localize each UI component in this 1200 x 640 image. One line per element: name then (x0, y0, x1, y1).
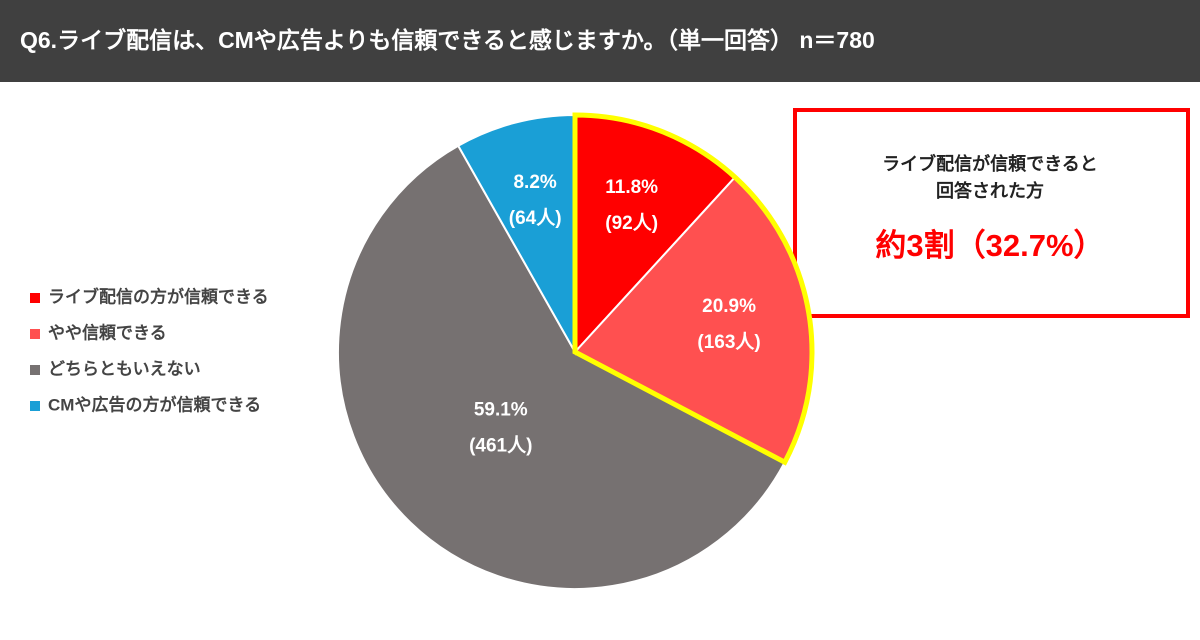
value-label: 59.1% (474, 400, 528, 421)
count-label: (461人) (469, 435, 532, 457)
chart-title: Q6.ライブ配信は、CMや広告よりも信頼できると感じますか。（単一回答） n＝7… (20, 27, 875, 53)
count-label: (92人) (605, 212, 658, 234)
legend-label: ライブ配信の方が信頼できる (48, 286, 269, 306)
value-label: 20.9% (702, 296, 756, 317)
legend-label: やや信頼できる (48, 322, 167, 342)
callout-line: 回答された方 (936, 180, 1044, 201)
callout-line: ライブ配信が信頼できると (882, 153, 1098, 174)
legend-swatch (30, 329, 40, 339)
count-label: (64人) (509, 207, 562, 229)
legend-swatch (30, 293, 40, 303)
highlight-outline (572, 112, 815, 466)
legend-swatch (30, 401, 40, 411)
pie-slice (456, 113, 576, 356)
value-label: 11.8% (605, 177, 658, 198)
value-label: 8.2% (513, 172, 556, 193)
pie-slice (337, 144, 787, 590)
count-label: (163人) (697, 331, 760, 353)
title-bar (0, 0, 1200, 82)
legend-label: CMや広告の方が信頼できる (48, 394, 261, 414)
legend-swatch (30, 365, 40, 375)
callout-highlight: 約3割（32.7%） (875, 228, 1104, 263)
legend-label: どちらともいえない (48, 359, 201, 378)
callout-box (793, 108, 1190, 318)
